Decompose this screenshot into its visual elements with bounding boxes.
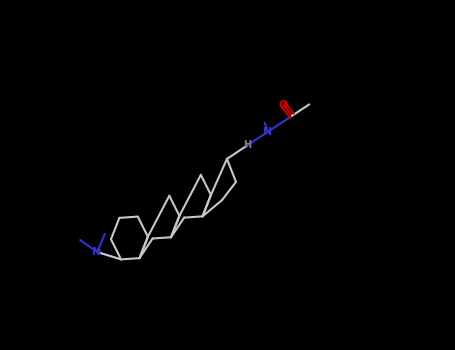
- Text: H: H: [243, 140, 252, 150]
- Text: N: N: [92, 247, 102, 257]
- Text: N: N: [263, 127, 273, 136]
- Text: O: O: [279, 100, 288, 110]
